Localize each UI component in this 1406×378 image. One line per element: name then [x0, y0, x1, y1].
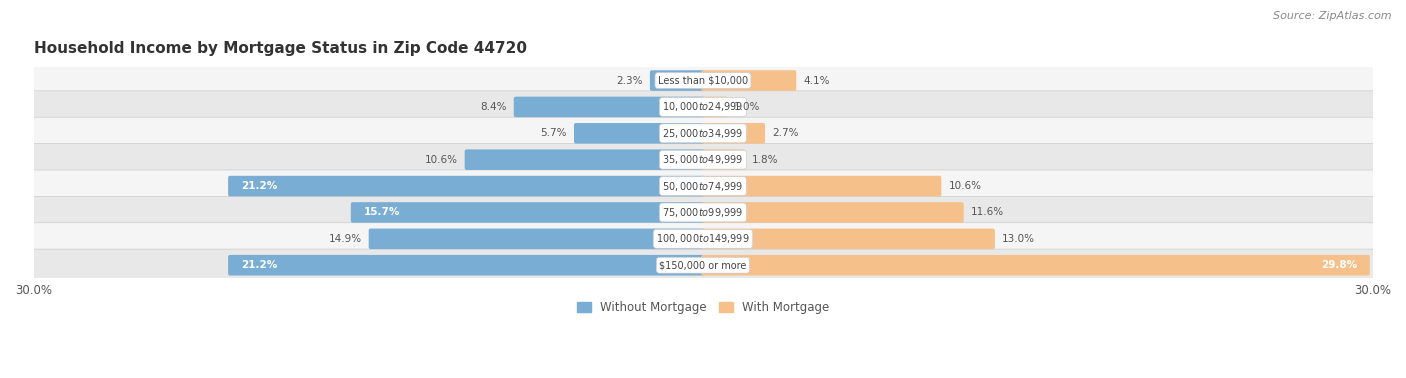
Text: 8.4%: 8.4%: [479, 102, 506, 112]
Text: $35,000 to $49,999: $35,000 to $49,999: [662, 153, 744, 166]
FancyBboxPatch shape: [30, 117, 1376, 149]
Text: $150,000 or more: $150,000 or more: [659, 260, 747, 270]
Text: $75,000 to $99,999: $75,000 to $99,999: [662, 206, 744, 219]
FancyBboxPatch shape: [30, 196, 1376, 229]
FancyBboxPatch shape: [574, 123, 704, 144]
FancyBboxPatch shape: [702, 255, 1369, 276]
FancyBboxPatch shape: [30, 91, 1376, 123]
FancyBboxPatch shape: [30, 170, 1376, 202]
Text: $25,000 to $34,999: $25,000 to $34,999: [662, 127, 744, 140]
Text: $50,000 to $74,999: $50,000 to $74,999: [662, 180, 744, 192]
FancyBboxPatch shape: [228, 255, 704, 276]
FancyBboxPatch shape: [30, 64, 1376, 97]
Text: 21.2%: 21.2%: [240, 181, 277, 191]
FancyBboxPatch shape: [702, 176, 942, 196]
Text: Source: ZipAtlas.com: Source: ZipAtlas.com: [1274, 11, 1392, 21]
Text: 15.7%: 15.7%: [364, 208, 401, 217]
Text: $10,000 to $24,999: $10,000 to $24,999: [662, 101, 744, 113]
Text: 10.6%: 10.6%: [949, 181, 981, 191]
FancyBboxPatch shape: [30, 223, 1376, 255]
FancyBboxPatch shape: [464, 149, 704, 170]
FancyBboxPatch shape: [228, 176, 704, 196]
Text: 29.8%: 29.8%: [1320, 260, 1357, 270]
FancyBboxPatch shape: [30, 144, 1376, 176]
FancyBboxPatch shape: [702, 70, 796, 91]
FancyBboxPatch shape: [650, 70, 704, 91]
FancyBboxPatch shape: [702, 97, 727, 117]
Text: 14.9%: 14.9%: [329, 234, 361, 244]
Text: 5.7%: 5.7%: [540, 128, 567, 138]
FancyBboxPatch shape: [352, 202, 704, 223]
Text: 1.8%: 1.8%: [752, 155, 779, 165]
Legend: Without Mortgage, With Mortgage: Without Mortgage, With Mortgage: [572, 296, 834, 319]
FancyBboxPatch shape: [513, 97, 704, 117]
Text: 2.3%: 2.3%: [616, 76, 643, 85]
Text: 4.1%: 4.1%: [803, 76, 830, 85]
Text: 10.6%: 10.6%: [425, 155, 457, 165]
FancyBboxPatch shape: [368, 229, 704, 249]
FancyBboxPatch shape: [702, 123, 765, 144]
FancyBboxPatch shape: [702, 202, 963, 223]
Text: Less than $10,000: Less than $10,000: [658, 76, 748, 85]
FancyBboxPatch shape: [30, 249, 1376, 281]
Text: $100,000 to $149,999: $100,000 to $149,999: [657, 232, 749, 245]
Text: 13.0%: 13.0%: [1002, 234, 1035, 244]
Text: 2.7%: 2.7%: [772, 128, 799, 138]
Text: Household Income by Mortgage Status in Zip Code 44720: Household Income by Mortgage Status in Z…: [34, 42, 526, 56]
Text: 1.0%: 1.0%: [734, 102, 761, 112]
Text: 21.2%: 21.2%: [240, 260, 277, 270]
Text: 11.6%: 11.6%: [970, 208, 1004, 217]
FancyBboxPatch shape: [702, 229, 995, 249]
FancyBboxPatch shape: [702, 149, 745, 170]
